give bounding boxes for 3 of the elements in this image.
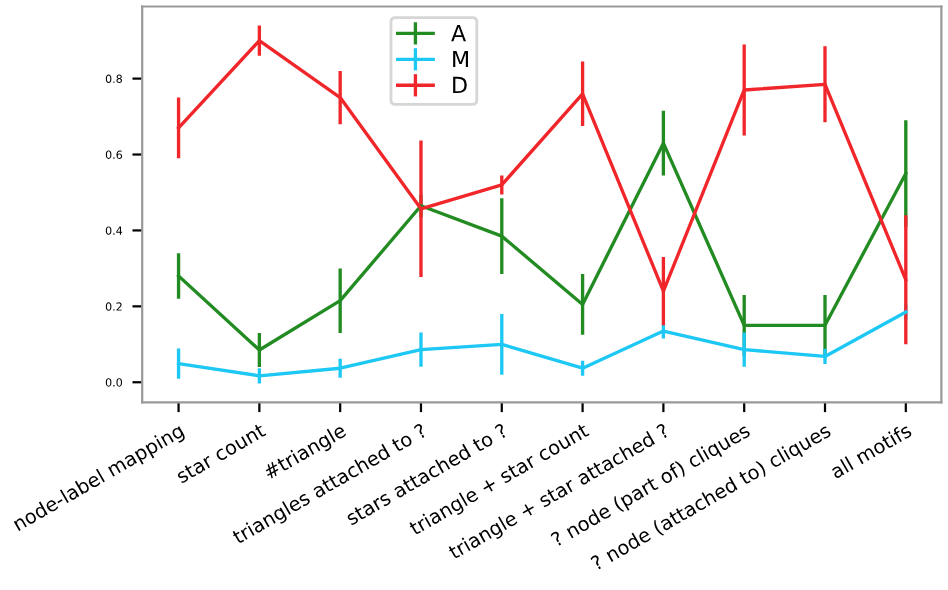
legend-label: A	[451, 24, 466, 42]
legend-label: D	[453, 76, 467, 94]
legend-label: M	[453, 50, 468, 68]
